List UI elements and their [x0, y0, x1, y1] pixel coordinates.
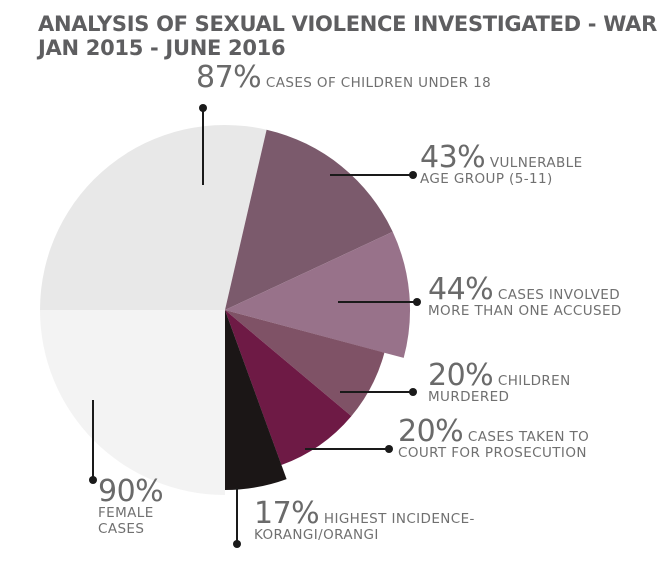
- text-highest-incidence: HIGHEST INCIDENCE-KORANGI/ORANGI: [254, 511, 475, 543]
- pct-female-cases: 90%: [98, 474, 164, 509]
- text-more-than-one-accused: CASES INVOLVED MORE THAN ONE ACCUSED: [428, 287, 622, 319]
- leader-dot-children-murdered: [409, 388, 417, 396]
- slice-highest-incidence: [225, 310, 287, 490]
- text-children-under-18: CASES OF CHILDREN UNDER 18: [265, 75, 492, 91]
- text-court-prosecution: CASES TAKEN TO COURT FOR PROSECUTION: [398, 429, 590, 461]
- pct-court-prosecution: 20%: [398, 414, 464, 449]
- text-vulnerable-age: VULNERABLE AGE GROUP (5-11): [420, 155, 583, 187]
- slice-court-prosecution: [225, 310, 352, 465]
- label-female-cases: 90% FEMALE CASES: [98, 477, 178, 538]
- label-court-prosecution: 20% CASES TAKEN TO COURT FOR PROSECUTION: [398, 417, 623, 462]
- label-highest-incidence: 17% HIGHEST INCIDENCE-KORANGI/ORANGI: [254, 499, 514, 544]
- pct-highest-incidence: 17%: [254, 496, 320, 531]
- chart-title: ANALYSIS OF SEXUAL VIOLENCE INVESTIGATED…: [38, 12, 657, 60]
- leader-dot-more-than-one-accused: [413, 298, 421, 306]
- pct-children-under-18: 87%: [196, 60, 262, 95]
- label-vulnerable-age: 43% VULNERABLE AGE GROUP (5-11): [420, 143, 590, 188]
- leader-dot-court-prosecution: [385, 445, 393, 453]
- slice-children-under-18: [39, 124, 267, 310]
- label-children-murdered: 20% CHILDREN MURDERED: [428, 361, 608, 406]
- leader-dot-female-cases: [89, 476, 97, 484]
- chart-title-line1: ANALYSIS OF SEXUAL VIOLENCE INVESTIGATED…: [38, 12, 657, 36]
- slice-female-cases: [40, 310, 225, 495]
- label-more-than-one-accused: 44% CASES INVOLVED MORE THAN ONE ACCUSED: [428, 275, 658, 320]
- chart-title-line2: JAN 2015 - JUNE 2016: [38, 36, 286, 60]
- slice-children-murdered: [225, 310, 385, 417]
- pct-children-murdered: 20%: [428, 358, 494, 393]
- leader-dot-vulnerable-age: [409, 171, 417, 179]
- pct-more-than-one-accused: 44%: [428, 272, 494, 307]
- slice-more-than-one-accused: [225, 231, 411, 358]
- text-children-murdered: CHILDREN MURDERED: [428, 373, 571, 405]
- leader-dot-highest-incidence: [233, 540, 241, 548]
- label-children-under-18: 87% CASES OF CHILDREN UNDER 18: [196, 63, 492, 93]
- text-female-cases: FEMALE CASES: [98, 505, 154, 537]
- pct-vulnerable-age: 43%: [420, 140, 486, 175]
- leader-dot-children-under-18: [199, 104, 207, 112]
